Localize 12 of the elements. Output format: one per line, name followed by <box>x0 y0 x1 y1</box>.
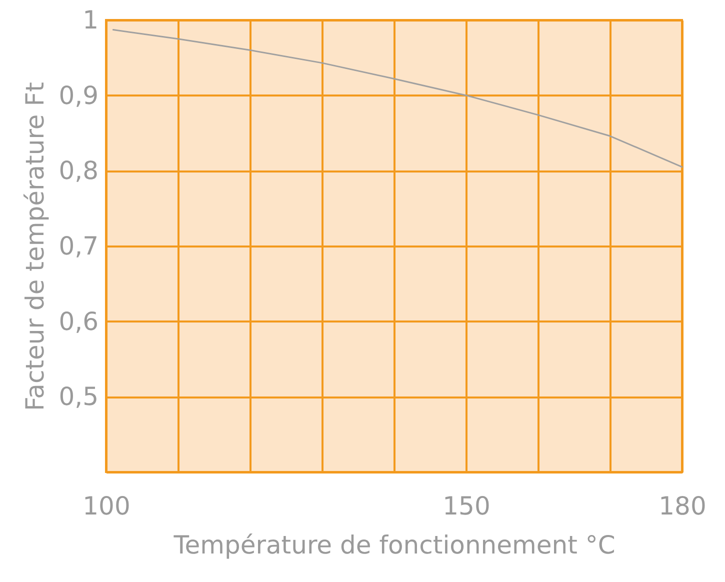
y-tick-label: 0,5 <box>58 382 98 412</box>
y-tick-label: 1 <box>82 6 98 34</box>
x-axis-title: Température de fonctionnement °C <box>172 530 616 560</box>
y-tick-label: 0,8 <box>58 156 98 186</box>
x-tick-label: 150 <box>442 492 490 520</box>
y-axis-title: Facteur de température Ft <box>20 82 50 411</box>
y-tick-label: 0,7 <box>58 232 98 260</box>
y-tick-label: 0,9 <box>58 80 98 110</box>
x-tick-label: 100 <box>82 492 130 520</box>
x-tick-label: 180 <box>658 492 706 520</box>
line-series <box>112 29 683 168</box>
y-tick-label: 0,6 <box>58 306 98 336</box>
